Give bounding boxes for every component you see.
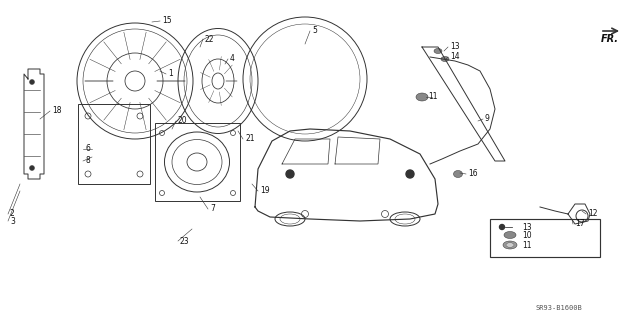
Text: 16: 16 xyxy=(468,169,477,179)
Text: 7: 7 xyxy=(210,204,215,213)
Bar xyxy=(490,219,600,257)
Text: 13: 13 xyxy=(522,222,532,232)
Text: 8: 8 xyxy=(85,157,90,166)
Ellipse shape xyxy=(434,48,442,54)
Text: SR93-B1600B: SR93-B1600B xyxy=(535,305,582,311)
Circle shape xyxy=(406,170,414,178)
Text: 10: 10 xyxy=(522,231,532,240)
Text: 19: 19 xyxy=(260,187,269,196)
Circle shape xyxy=(29,166,35,170)
Text: 13: 13 xyxy=(450,42,460,51)
Text: 23: 23 xyxy=(180,236,189,246)
Ellipse shape xyxy=(416,93,428,101)
Text: FR.: FR. xyxy=(601,34,619,44)
Bar xyxy=(78,104,150,184)
Text: 18: 18 xyxy=(52,107,61,115)
Circle shape xyxy=(499,225,504,229)
Text: 2: 2 xyxy=(10,210,15,219)
Text: 4: 4 xyxy=(230,55,235,63)
Ellipse shape xyxy=(441,56,449,62)
Ellipse shape xyxy=(504,232,516,239)
Text: 17: 17 xyxy=(575,219,584,228)
Text: 14: 14 xyxy=(450,53,460,62)
Text: 22: 22 xyxy=(205,34,214,43)
Circle shape xyxy=(286,170,294,178)
Text: 3: 3 xyxy=(10,217,15,226)
Ellipse shape xyxy=(503,241,517,249)
Text: 15: 15 xyxy=(162,17,172,26)
Text: 11: 11 xyxy=(428,93,438,101)
Text: 11: 11 xyxy=(522,241,531,249)
Text: 1: 1 xyxy=(168,70,173,78)
Ellipse shape xyxy=(454,170,463,177)
Text: 6: 6 xyxy=(85,145,90,153)
Bar xyxy=(155,123,240,201)
Text: 9: 9 xyxy=(485,115,490,123)
Text: 20: 20 xyxy=(178,116,188,125)
Text: 21: 21 xyxy=(245,135,255,144)
Text: 12: 12 xyxy=(588,210,598,219)
Circle shape xyxy=(29,79,35,85)
Ellipse shape xyxy=(506,243,514,247)
Text: 5: 5 xyxy=(312,26,317,35)
